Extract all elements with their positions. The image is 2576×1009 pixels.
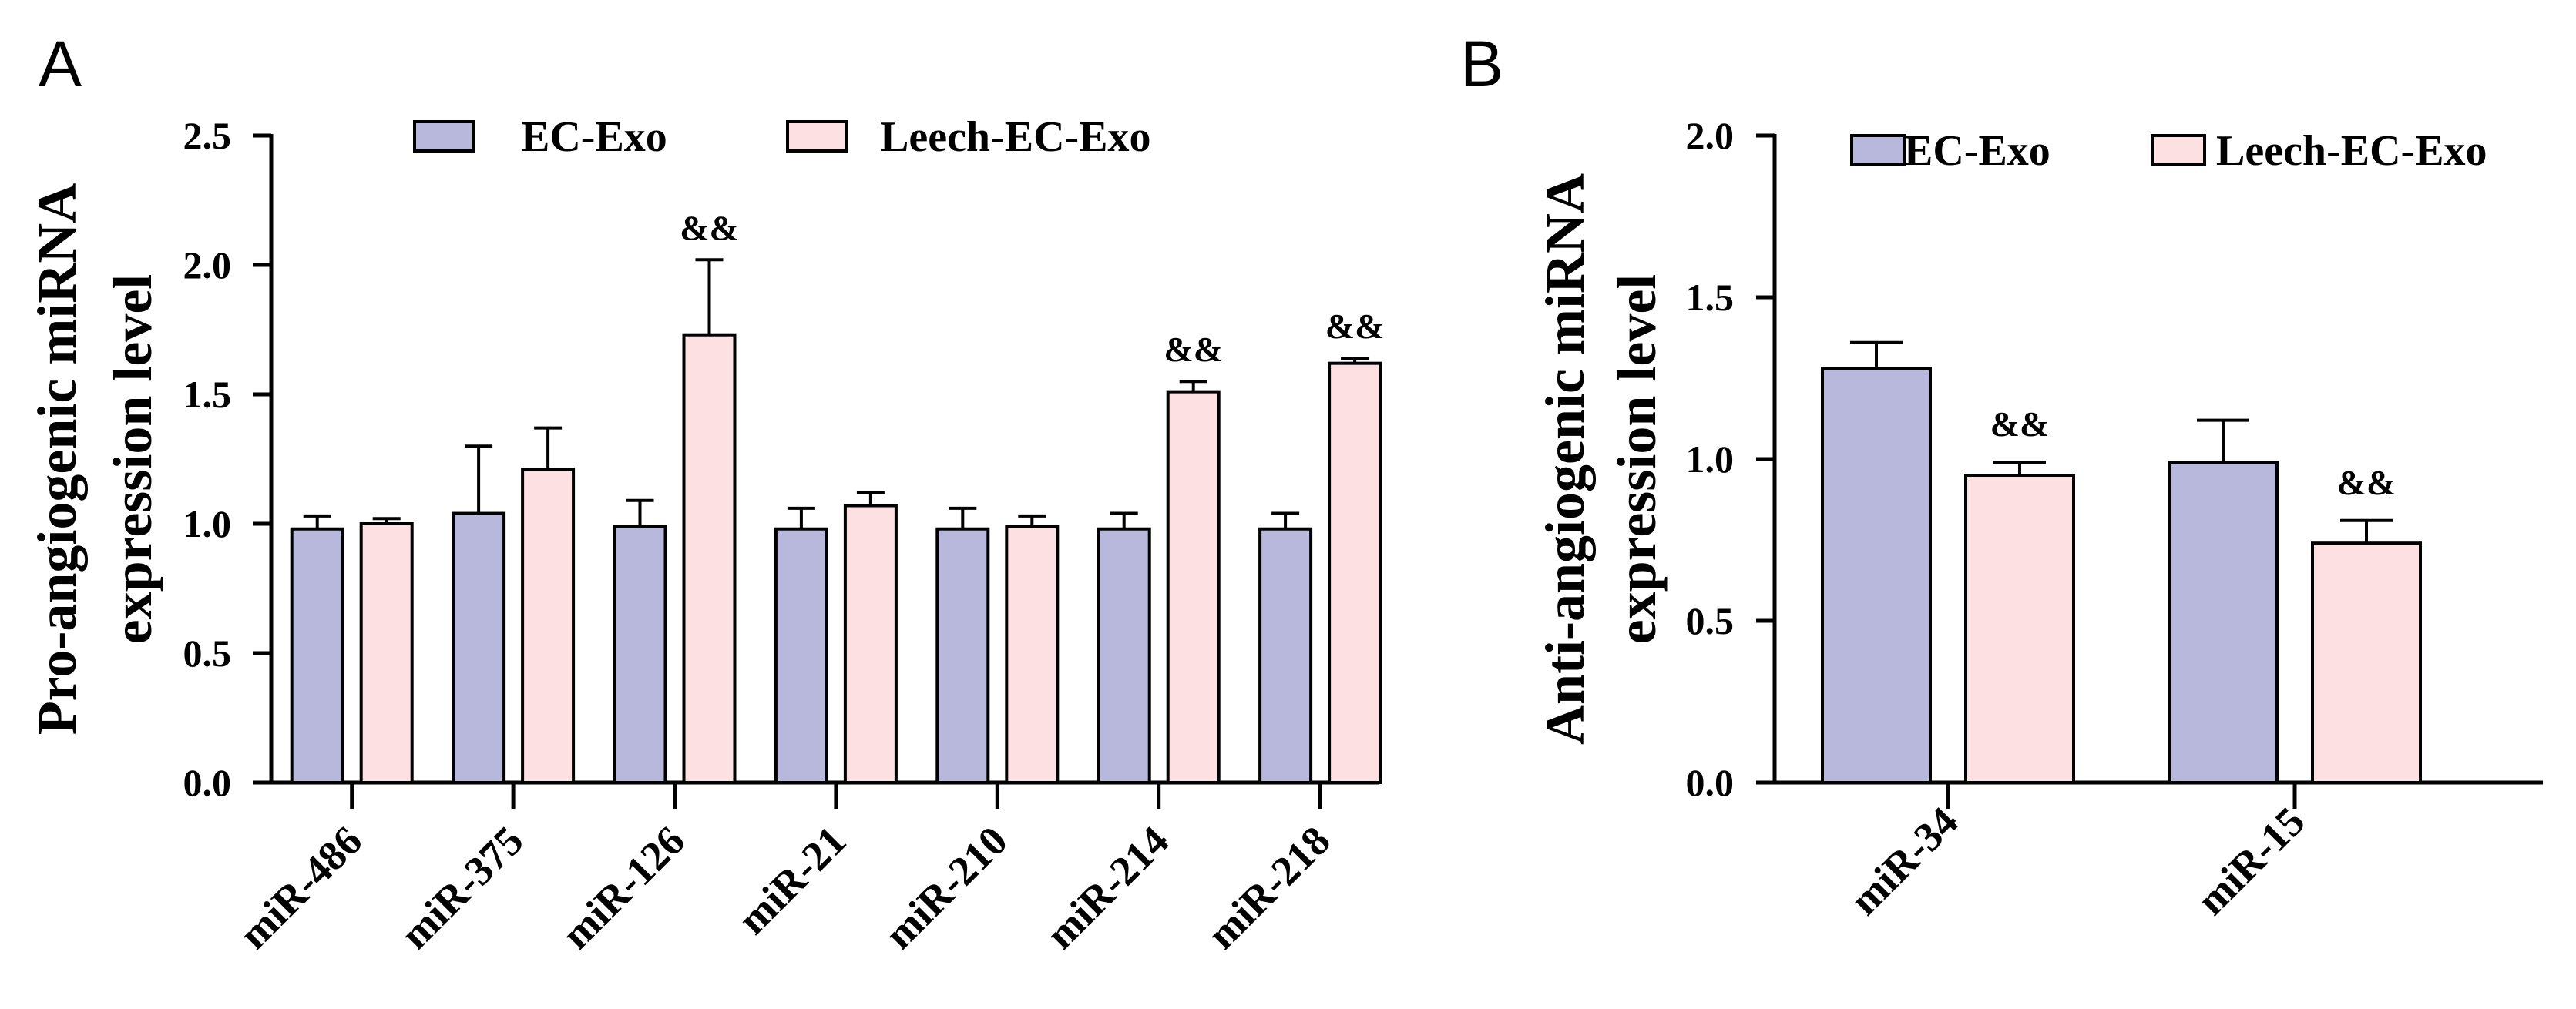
y-tick-label: 1.0 bbox=[1686, 437, 1735, 481]
bar-leech-ec-exo-mir-218 bbox=[1328, 361, 1382, 784]
bar-ec-exo-mir-214 bbox=[1097, 527, 1151, 784]
y-axis-title: expression level bbox=[1606, 274, 1668, 645]
y-tick-label: 0.5 bbox=[1686, 599, 1735, 642]
bar-leech-ec-exo-mir-21 bbox=[843, 504, 898, 784]
bar-ec-exo-mir-21 bbox=[774, 527, 828, 784]
bar-leech-ec-exo-mir-15 bbox=[2311, 541, 2422, 784]
bar-ec-exo-mir-210 bbox=[935, 527, 990, 784]
category-label: miR-126 bbox=[553, 817, 694, 957]
legend-label: EC-Exo bbox=[521, 113, 667, 161]
panel-label-b: B bbox=[1460, 28, 1503, 100]
bar-ec-exo-mir-486 bbox=[290, 527, 344, 784]
category-label: miR-218 bbox=[1198, 817, 1338, 957]
bar-ec-exo-mir-15 bbox=[2168, 461, 2279, 784]
y-tick-label: 0.0 bbox=[1686, 761, 1735, 804]
bar-leech-ec-exo-mir-126 bbox=[682, 333, 737, 785]
panel-a-chart: 0.0 0.5 1.0 1.5 2.0 2.5 Pro-angiogenic miRNA ex… bbox=[26, 113, 1384, 957]
significance-marker: && bbox=[1164, 330, 1223, 369]
significance-marker: && bbox=[1990, 404, 2050, 444]
category-label: miR-375 bbox=[391, 817, 532, 957]
y-tick-label: 1.5 bbox=[1686, 276, 1735, 319]
y-tick-label: 1.0 bbox=[183, 502, 232, 545]
legend-swatch-ec-exo bbox=[413, 120, 475, 153]
panel-b-chart: 0.0 0.5 1.0 1.5 2.0 Anti-angiogenic miRNA expr… bbox=[1534, 114, 2543, 924]
bar-leech-ec-exo-mir-214 bbox=[1166, 390, 1221, 784]
y-tick-label: 2.0 bbox=[1686, 114, 1735, 157]
category-label: miR-214 bbox=[1037, 817, 1177, 957]
significance-marker: && bbox=[1325, 307, 1385, 346]
category-label: miR-210 bbox=[875, 817, 1016, 957]
y-tick-label: 2.5 bbox=[183, 114, 232, 157]
category-label: miR-486 bbox=[230, 817, 371, 957]
y-tick-label: 0.5 bbox=[183, 632, 232, 675]
panel-label-a: A bbox=[39, 28, 82, 100]
bar-leech-ec-exo-mir-375 bbox=[521, 468, 576, 784]
significance-marker: && bbox=[2337, 463, 2396, 502]
bar-ec-exo-mir-126 bbox=[613, 525, 667, 784]
bar-leech-ec-exo-mir-486 bbox=[359, 522, 414, 784]
legend-swatch-leech-ec-exo bbox=[786, 120, 848, 153]
legend-swatch-ec-exo bbox=[1850, 134, 1906, 166]
y-tick-label: 0.0 bbox=[183, 761, 232, 804]
y-axis-title: Anti-angiogenic miRNA bbox=[1534, 173, 1596, 745]
legend-label: Leech-EC-Exo bbox=[2216, 127, 2487, 175]
legend-swatch-leech-ec-exo bbox=[2151, 134, 2206, 166]
category-label: miR-34 bbox=[1841, 798, 1966, 924]
legend-label: EC-Exo bbox=[1904, 127, 2050, 175]
y-axis-title: expression level bbox=[102, 274, 163, 645]
y-tick-label: 2.0 bbox=[183, 243, 232, 287]
y-axis-title: Pro-angiogenic miRNA bbox=[26, 183, 88, 736]
category-label: miR-21 bbox=[729, 817, 855, 943]
legend-label: Leech-EC-Exo bbox=[880, 113, 1151, 161]
bar-ec-exo-mir-34 bbox=[1821, 367, 1932, 784]
category-label: miR-15 bbox=[2188, 798, 2313, 924]
bar-ec-exo-mir-218 bbox=[1258, 527, 1313, 784]
significance-marker: && bbox=[680, 208, 739, 247]
bar-leech-ec-exo-mir-210 bbox=[1005, 525, 1060, 784]
bar-ec-exo-mir-375 bbox=[452, 511, 506, 784]
y-tick-label: 1.5 bbox=[183, 373, 232, 416]
bar-leech-ec-exo-mir-34 bbox=[1964, 474, 2075, 784]
